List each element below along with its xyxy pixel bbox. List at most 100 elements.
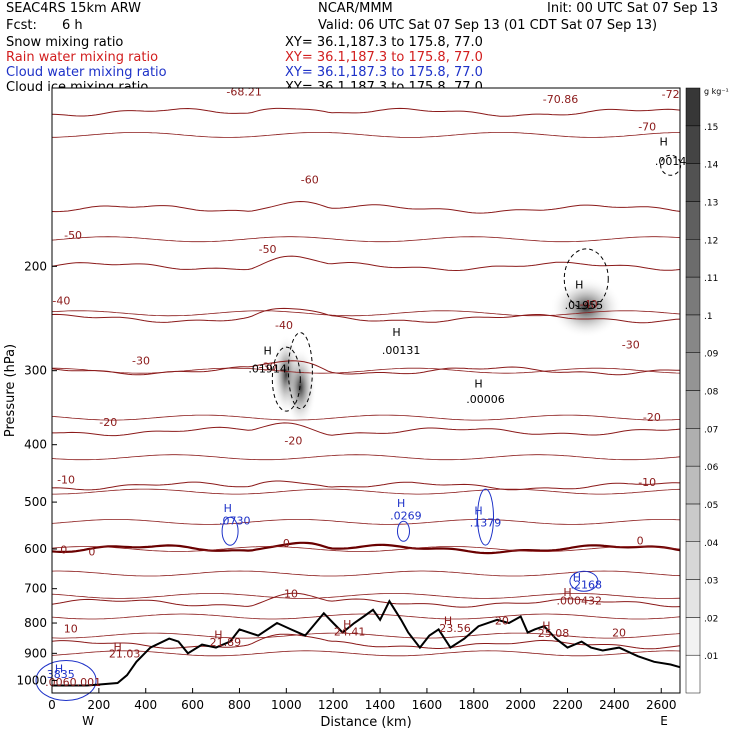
colorbar-label: .1 <box>704 312 713 322</box>
cloud-water-maximum-label: H <box>573 571 581 584</box>
rain-maximum-label: H <box>214 629 222 642</box>
temperature-label: -72 <box>662 88 680 101</box>
temperature-label: 20 <box>495 615 509 628</box>
y-tick-label: 500 <box>24 495 47 509</box>
rain-maximum-label: H <box>563 586 571 599</box>
snow-maximum-label: .01914 <box>248 362 287 375</box>
east-label: E <box>660 714 668 728</box>
cloud-ice-contour <box>660 154 682 176</box>
x-tick-label: 1400 <box>365 698 396 712</box>
colorbar-cell <box>685 125 701 164</box>
plot-background <box>52 88 680 693</box>
snow-maximum-label: .00131 <box>382 344 421 357</box>
colorbar-label: .15 <box>704 123 718 133</box>
x-tick-label: 1000 <box>271 698 302 712</box>
temperature-contour-minor <box>51 236 681 243</box>
cloud-water-maximum-label: H <box>474 505 482 518</box>
colorbar-label: .14 <box>704 161 719 171</box>
init-time: Init: 00 UTC Sat 07 Sep 13 <box>547 1 719 16</box>
legend-snow-xy: XY= 36.1,187.3 to 175.8, 77.0 <box>285 35 483 50</box>
snow-shade-blob <box>550 277 623 338</box>
y-axis-title: Pressure (hPa) <box>3 344 18 437</box>
x-tick-label: 0 <box>48 698 56 712</box>
x-tick-label: 1800 <box>459 698 490 712</box>
x-tick-label: 2000 <box>505 698 536 712</box>
rain-maximum-label: 25.08 <box>538 627 570 640</box>
snow-maximum-label: H <box>392 326 400 339</box>
colorbar-label: .06 <box>704 463 719 473</box>
x-tick-label: 1200 <box>318 698 349 712</box>
cloud-water-maximum-label: H <box>397 497 405 510</box>
cloud-ice-contour <box>563 248 609 310</box>
terrain-line <box>52 599 681 687</box>
temperature-contour-minor <box>51 454 681 461</box>
colorbar-cell <box>685 465 701 505</box>
temperature-label: -20 <box>99 416 117 429</box>
temperature-label: 20 <box>612 627 626 640</box>
colorbar-unit: g kg⁻¹ <box>704 87 729 96</box>
y-tick-label: 800 <box>24 616 47 630</box>
temperature-contour-minor <box>51 519 681 525</box>
temperature-label: -40 <box>275 319 293 332</box>
temperature-contour <box>51 592 681 608</box>
colorbar-label: .07 <box>704 425 718 435</box>
x-tick-label: 400 <box>134 698 157 712</box>
legend-cloudwater-label: Cloud water mixing ratio <box>6 65 167 80</box>
legend-rain-xy: XY= 36.1,187.3 to 175.8, 77.0 <box>285 50 483 65</box>
colorbar-cell <box>685 579 701 618</box>
y-tick-label: 900 <box>24 646 47 660</box>
forecast-label: Fcst: <box>6 18 37 33</box>
temperature-contour <box>51 541 681 555</box>
legend-rain-label: Rain water mixing ratio <box>6 50 159 65</box>
temperature-contour-minor <box>51 570 681 577</box>
rain-maximum-label: 24.41 <box>334 626 366 639</box>
rain-maximum-label: 23.56 <box>439 622 471 635</box>
colorbar-cell <box>685 352 701 391</box>
x-tick-label: 2400 <box>599 698 630 712</box>
cloud-water-contour <box>35 659 97 701</box>
temperature-label: -50 <box>64 229 82 242</box>
colorbar-cell <box>685 163 701 202</box>
x-axis-title: Distance (km) <box>320 715 411 730</box>
y-tick-label: 700 <box>24 582 47 596</box>
snow-maximum-label: H <box>659 135 667 148</box>
model-title: SEAC4RS 15km ARW <box>6 1 142 16</box>
colorbar-label: .04 <box>704 539 719 549</box>
forecast-value: 6 h <box>62 18 83 33</box>
colorbar-label: .08 <box>704 388 719 398</box>
colorbar-label: .09 <box>704 350 719 360</box>
colorbar-label: .12 <box>704 236 718 246</box>
temperature-label: -70 <box>638 121 656 134</box>
temperature-label: -30 <box>622 338 640 351</box>
x-tick-label: 2600 <box>646 698 677 712</box>
temperature-label: -20 <box>284 435 302 448</box>
temperature-label: -10 <box>57 473 75 486</box>
cloud-water-contour <box>396 520 410 542</box>
y-tick-label: 400 <box>24 438 47 452</box>
cloud-water-contour <box>221 516 239 546</box>
y-tick-label: 300 <box>24 364 47 378</box>
cloud-water-contour <box>477 488 495 546</box>
temperature-contour <box>51 255 681 272</box>
colorbar-cell <box>685 201 701 240</box>
colorbar-label: .11 <box>704 274 718 284</box>
x-tick-label: 800 <box>228 698 251 712</box>
colorbar-label: .03 <box>704 577 718 587</box>
snow-maximum-label: H <box>575 279 583 292</box>
colorbar-cell <box>685 276 701 316</box>
temperature-label: -10 <box>638 476 656 489</box>
temperature-contour-minor <box>51 310 681 317</box>
rain-maximum-label: H <box>113 640 121 653</box>
colorbar-label: .02 <box>704 614 718 624</box>
colorbar-label: .01 <box>704 652 718 662</box>
temperature-contour <box>51 307 681 324</box>
snow-maximum-label: .0014 <box>655 155 687 168</box>
y-tick-label: 200 <box>24 259 47 273</box>
temperature-label: -60 <box>301 174 319 187</box>
temperature-contour-minor <box>52 132 681 138</box>
legend-snow-label: Snow mixing ratio <box>6 35 124 50</box>
temperature-label: -40 <box>52 295 70 308</box>
y-tick-label: 1000 <box>16 673 47 687</box>
cloud-water-maximum-label: .3835 <box>43 668 75 681</box>
